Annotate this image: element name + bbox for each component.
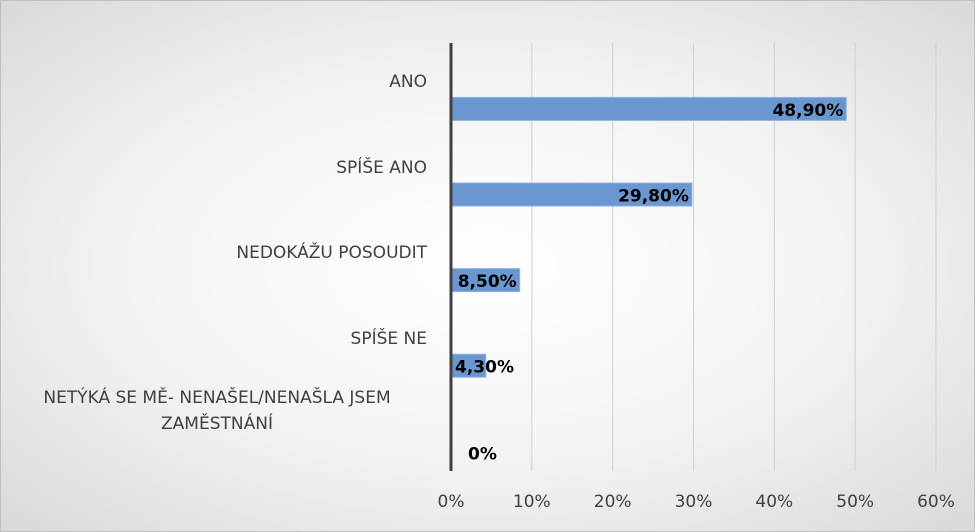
y-tick-label: NEDOKÁŽU POSOUDIT [7, 240, 427, 266]
category-text: SPÍŠE ANO [336, 157, 427, 178]
x-tick-label: 40% [755, 492, 793, 512]
category-text: SPÍŠE NE [350, 328, 427, 349]
value-label: 0% [468, 444, 497, 464]
value-label: 48,90% [772, 101, 843, 121]
category-text: ANO [389, 71, 427, 92]
y-tick-label: ANO [7, 69, 427, 95]
x-tick-label: 30% [675, 492, 713, 512]
x-tick-label: 50% [836, 492, 874, 512]
x-tick-label: 20% [594, 492, 632, 512]
value-label: 8,50% [458, 272, 517, 292]
x-tick-label: 60% [917, 492, 955, 512]
category-text: NEDOKÁŽU POSOUDIT [236, 243, 427, 264]
category-text: NETÝKÁ SE MĚ- NENAŠEL/NENAŠLA JSEM ZAMĚS… [43, 388, 391, 435]
value-label: 29,80% [618, 187, 689, 207]
y-tick-label: SPÍŠE NE [7, 326, 427, 352]
x-tick-label: 10% [513, 492, 551, 512]
x-tick-label: 0% [438, 492, 465, 512]
y-tick-label: SPÍŠE ANO [7, 155, 427, 181]
value-label: 4,30% [455, 358, 514, 378]
y-tick-label: NETÝKÁ SE MĚ- NENAŠEL/NENAŠLA JSEM ZAMĚS… [7, 385, 427, 437]
